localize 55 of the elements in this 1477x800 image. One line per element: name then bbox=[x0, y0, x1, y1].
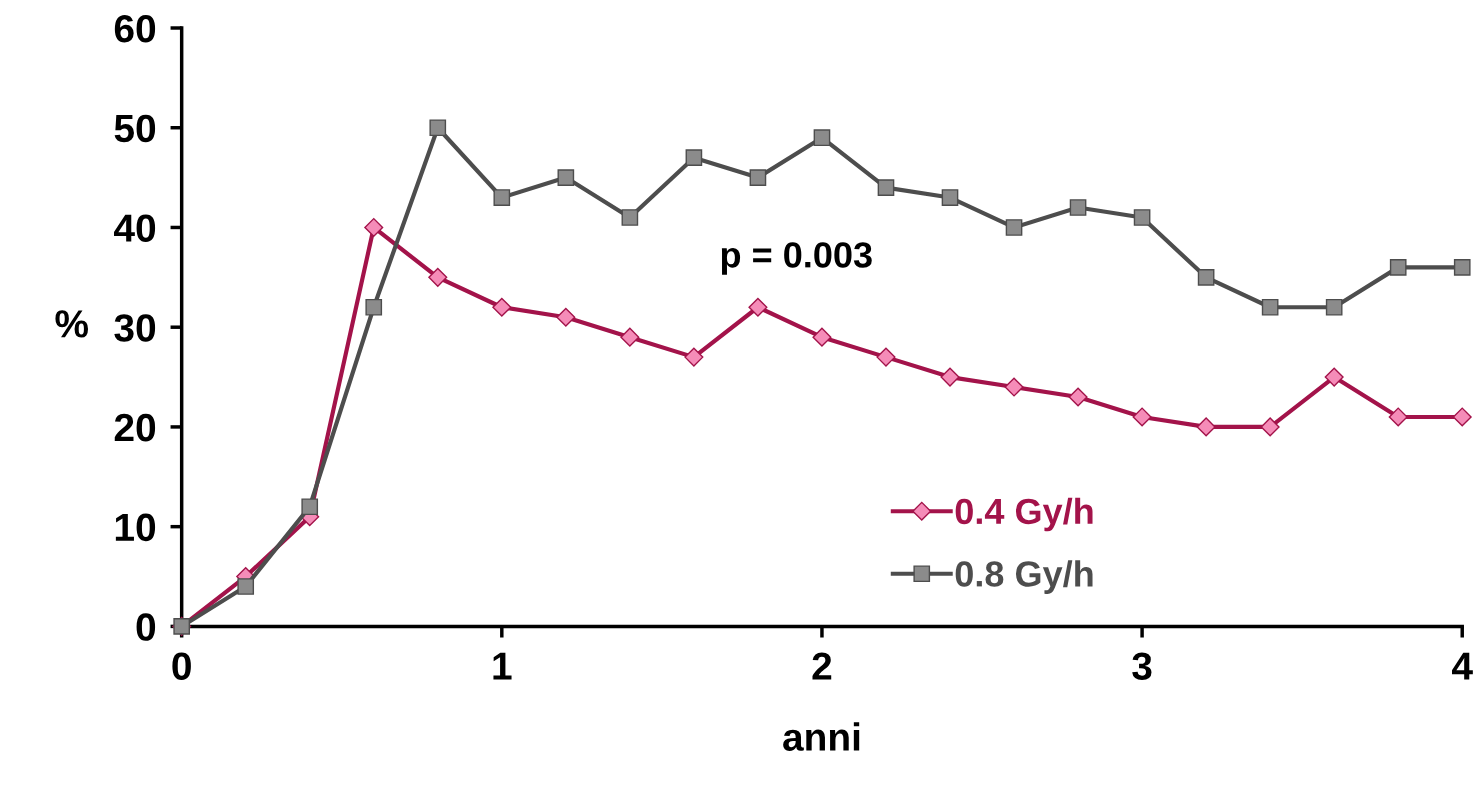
point bbox=[813, 129, 831, 147]
point bbox=[429, 119, 447, 137]
point bbox=[1068, 387, 1088, 407]
y-tick-label: 50 bbox=[114, 114, 156, 143]
y-tick-label: 20 bbox=[114, 413, 156, 442]
point bbox=[1069, 199, 1087, 216]
point bbox=[1260, 417, 1280, 437]
point bbox=[1132, 407, 1152, 427]
point bbox=[365, 298, 383, 316]
point bbox=[1452, 407, 1472, 427]
x-tick-label: 3 bbox=[1132, 652, 1152, 681]
x-tick-label: 0 bbox=[172, 652, 191, 680]
point bbox=[1324, 367, 1344, 387]
point bbox=[1389, 259, 1407, 276]
x-tick-label: 4 bbox=[1452, 652, 1473, 680]
point bbox=[877, 179, 895, 196]
point bbox=[685, 149, 703, 166]
point bbox=[237, 578, 255, 595]
point bbox=[749, 169, 767, 186]
point bbox=[620, 327, 640, 347]
x-tick-label: 2 bbox=[812, 652, 832, 680]
point bbox=[428, 267, 448, 287]
point bbox=[364, 217, 384, 238]
x-tick-label: 1 bbox=[493, 652, 512, 680]
point bbox=[1196, 417, 1216, 437]
point bbox=[1005, 219, 1023, 236]
y-tick-label: 30 bbox=[114, 314, 156, 342]
y-tick-label: 60 bbox=[114, 14, 156, 43]
x-axis-title: anni bbox=[783, 722, 860, 751]
point bbox=[557, 169, 575, 186]
point bbox=[1004, 377, 1024, 397]
point bbox=[621, 209, 639, 226]
point bbox=[1388, 407, 1408, 427]
point bbox=[301, 498, 319, 516]
y-tick-label: 0 bbox=[136, 613, 156, 641]
point bbox=[1453, 259, 1471, 276]
point bbox=[492, 297, 512, 317]
point bbox=[941, 189, 959, 206]
y-tick-label: 10 bbox=[115, 513, 156, 542]
legend-label: 0.8 Gy/h bbox=[955, 560, 1093, 594]
point bbox=[748, 297, 768, 317]
legend-label: 0.4 Gy/h bbox=[955, 497, 1093, 532]
point bbox=[1133, 209, 1151, 226]
y-axis-title: % bbox=[55, 310, 89, 338]
point bbox=[1261, 298, 1279, 316]
point bbox=[556, 307, 576, 327]
point bbox=[493, 189, 511, 206]
y-tick-label: 40 bbox=[114, 214, 156, 242]
point bbox=[812, 327, 832, 347]
point bbox=[1325, 298, 1343, 316]
annotation: p = 0.003 bbox=[721, 242, 872, 275]
point bbox=[876, 347, 896, 367]
point bbox=[684, 347, 704, 367]
point bbox=[1197, 268, 1215, 286]
point bbox=[940, 367, 960, 387]
